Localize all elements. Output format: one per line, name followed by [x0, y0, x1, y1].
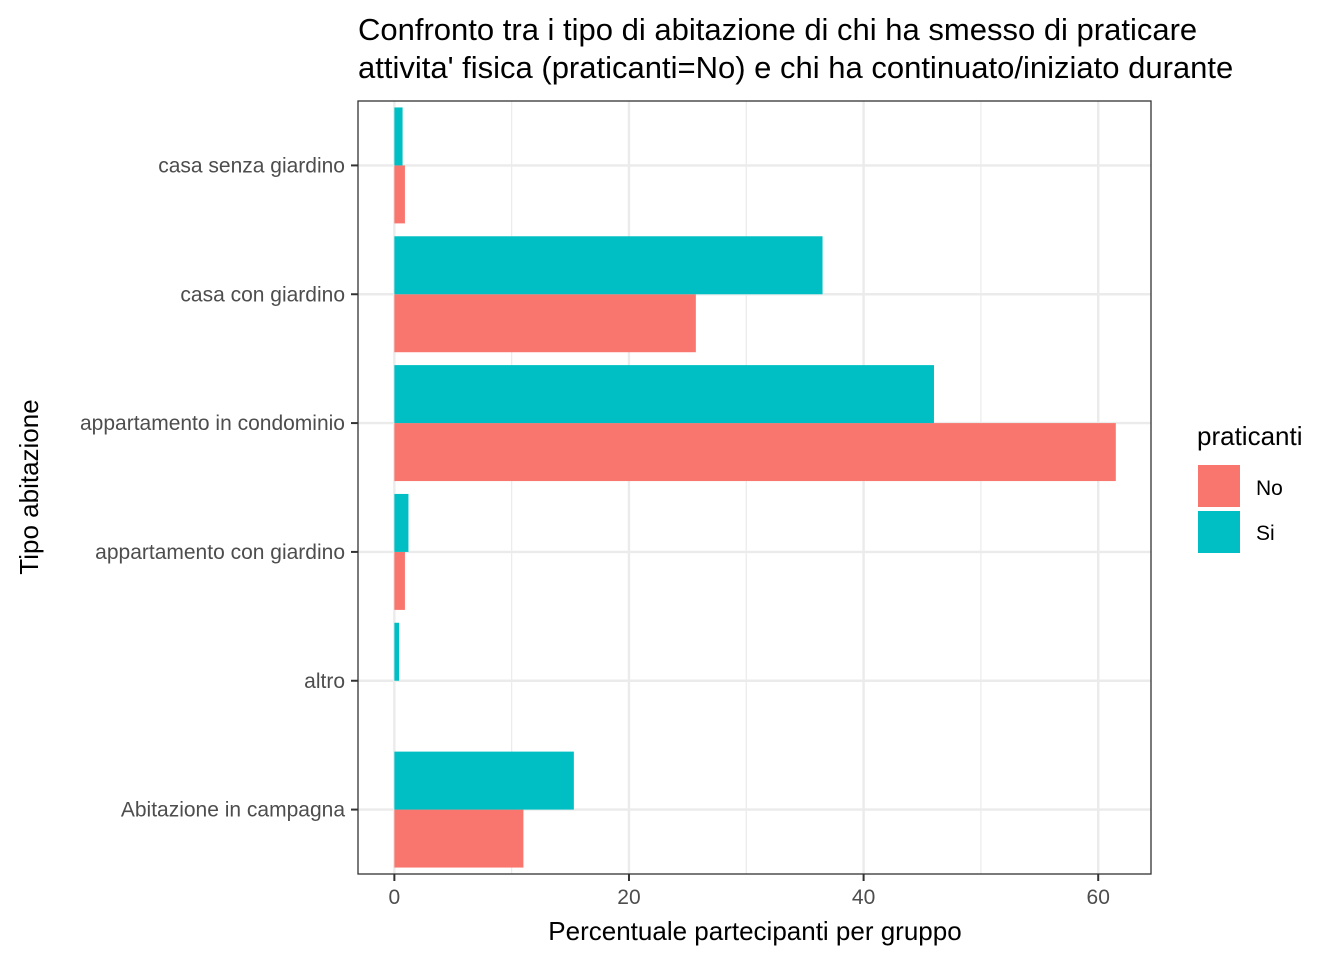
bar-no-2 [394, 294, 696, 353]
bar-si-5 [394, 622, 400, 681]
x-axis-title: Percentuale partecipanti per gruppo [548, 916, 961, 946]
bar-si-2 [394, 236, 823, 295]
chart-title-line-1: Confronto tra i tipo di abitazione di ch… [358, 12, 1197, 47]
y-tick-label: casa con giardino [180, 283, 345, 306]
chart-title-line-2: attivita' fisica (praticanti=No) e chi h… [358, 50, 1233, 85]
legend-key-no [1198, 465, 1240, 507]
y-tick-label: casa senza giardino [158, 154, 345, 177]
legend-label-si: Si [1256, 522, 1275, 545]
bar-no-1 [394, 165, 405, 224]
legend-label-no: No [1256, 477, 1283, 500]
y-tick-label: Abitazione in campagna [121, 799, 345, 822]
x-axis: 0 20 40 60 [389, 874, 1110, 909]
bar-si-4 [394, 493, 409, 552]
legend-title: praticanti [1197, 421, 1303, 451]
x-tick-label: 0 [389, 886, 401, 909]
x-tick-label: 20 [617, 886, 640, 909]
bar-no-4 [394, 551, 405, 610]
y-tick-label: altro [304, 670, 345, 693]
y-tick-label: appartamento con giardino [95, 541, 345, 564]
bar-si-3 [394, 365, 934, 424]
bar-no-3 [394, 423, 1116, 482]
bars [394, 107, 1116, 868]
x-tick-label: 40 [852, 886, 875, 909]
bar-si-6 [394, 751, 574, 810]
legend-key-si [1198, 511, 1240, 553]
y-axis: casa senza giardino casa con giardino appa… [80, 154, 358, 822]
y-tick-label: appartamento in condominio [80, 412, 345, 435]
bar-no-6 [394, 809, 524, 868]
y-axis-title: Tipo abitazione [14, 399, 44, 574]
legend: praticanti No Si [1197, 421, 1303, 553]
plot-border [357, 100, 1152, 875]
x-tick-label: 60 [1087, 886, 1110, 909]
plot-panel [357, 100, 1152, 875]
bar-si-1 [394, 107, 403, 166]
plot-background [358, 101, 1151, 874]
